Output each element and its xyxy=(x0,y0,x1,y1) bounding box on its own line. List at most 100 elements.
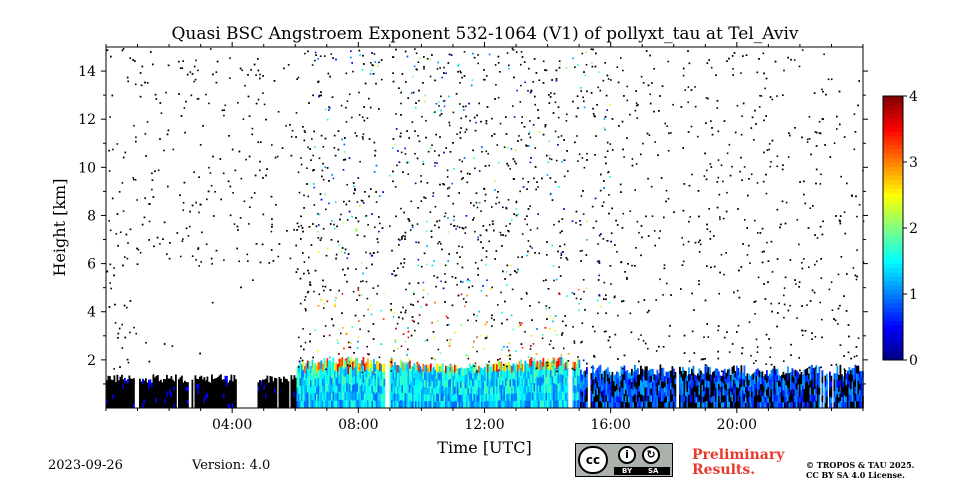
heat-cell xyxy=(262,379,264,385)
heat-cell xyxy=(194,375,197,381)
heat-cell xyxy=(529,359,531,368)
heat-cell xyxy=(727,401,729,409)
heat-cell xyxy=(434,111,436,113)
heat-cell xyxy=(415,386,417,394)
heat-cell xyxy=(604,395,606,403)
heat-cell xyxy=(158,399,161,404)
heat-cell xyxy=(292,403,294,409)
heat-cell xyxy=(619,392,621,398)
heat-cell xyxy=(209,386,212,392)
heat-cell xyxy=(562,347,565,350)
heat-cell xyxy=(172,389,174,395)
heat-cell xyxy=(355,228,357,231)
heat-cell xyxy=(762,52,765,55)
heat-cell xyxy=(644,387,647,395)
heat-cell xyxy=(401,400,404,409)
heat-cell xyxy=(499,392,501,401)
heat-cell xyxy=(115,386,117,391)
heat-cell xyxy=(349,360,351,369)
heat-cell xyxy=(362,133,365,135)
heat-cell xyxy=(140,403,143,409)
heat-cell xyxy=(616,401,618,409)
heat-cell xyxy=(635,369,638,377)
heat-cell xyxy=(725,402,728,409)
heat-cell xyxy=(820,173,822,176)
heat-cell xyxy=(511,288,514,291)
heat-cell xyxy=(695,375,698,382)
heat-cell xyxy=(439,401,441,409)
heat-cell xyxy=(329,384,332,393)
heat-cell xyxy=(772,368,774,376)
heat-cell xyxy=(215,383,218,389)
heat-cell xyxy=(422,385,425,394)
heat-cell xyxy=(839,393,842,402)
heat-cell xyxy=(848,394,851,402)
heat-cell xyxy=(484,373,486,381)
heat-cell xyxy=(785,384,788,391)
heat-cell xyxy=(331,400,333,409)
heat-cell xyxy=(548,306,551,309)
heat-cell xyxy=(517,393,519,401)
heat-cell xyxy=(652,369,654,376)
heat-cell xyxy=(369,304,372,307)
heat-cell xyxy=(151,188,153,191)
heat-cell xyxy=(221,384,224,390)
heat-cell xyxy=(410,200,413,203)
heat-cell xyxy=(358,378,360,386)
heat-cell xyxy=(572,384,575,393)
heat-cell xyxy=(474,362,477,365)
heat-cell xyxy=(593,402,596,409)
heat-cell xyxy=(529,161,532,164)
heat-cell xyxy=(524,392,527,401)
heat-cell xyxy=(593,378,596,385)
heat-cell xyxy=(731,165,733,168)
heat-cell xyxy=(187,390,189,396)
heat-cell xyxy=(697,135,699,138)
heat-cell xyxy=(280,393,282,399)
heat-cell xyxy=(167,403,170,409)
heat-cell xyxy=(721,397,723,403)
heat-cell xyxy=(208,381,210,387)
heat-cell xyxy=(521,378,524,387)
heat-cell xyxy=(437,348,440,351)
heat-cell xyxy=(139,393,141,399)
heat-cell xyxy=(598,366,600,374)
heat-cell xyxy=(503,400,506,409)
heat-cell xyxy=(850,389,852,396)
heat-cell xyxy=(220,374,222,381)
heat-cell xyxy=(320,237,323,239)
heat-cell xyxy=(830,391,833,398)
heat-cell xyxy=(208,399,210,404)
heat-cell xyxy=(506,386,509,395)
heat-cell xyxy=(578,375,581,385)
heat-cell xyxy=(466,387,468,395)
heat-cell xyxy=(301,364,303,372)
heat-cell xyxy=(554,359,557,368)
heat-cell xyxy=(112,384,114,390)
heat-cell xyxy=(504,278,506,280)
heat-cell xyxy=(643,395,645,402)
heat-cell xyxy=(736,379,738,388)
heat-cell xyxy=(841,379,843,386)
heat-cell xyxy=(300,224,303,227)
heat-cell xyxy=(369,73,372,75)
heat-cell xyxy=(485,400,488,409)
heat-cell xyxy=(605,330,607,333)
heat-cell xyxy=(151,386,153,392)
heat-cell xyxy=(854,386,857,394)
heat-cell xyxy=(371,393,374,401)
heat-cell xyxy=(263,103,266,106)
heat-cell xyxy=(496,386,498,394)
heat-cell xyxy=(764,379,767,386)
heat-cell xyxy=(682,373,684,381)
heat-cell xyxy=(604,376,606,384)
heat-cell xyxy=(417,258,420,261)
heat-cell xyxy=(524,360,527,369)
heat-cell xyxy=(674,396,677,403)
heat-cell xyxy=(448,124,451,127)
heat-cell xyxy=(410,387,413,395)
heat-cell xyxy=(311,375,314,384)
heat-cell xyxy=(484,394,486,402)
heat-cell xyxy=(163,379,165,385)
heat-cell xyxy=(646,373,648,381)
